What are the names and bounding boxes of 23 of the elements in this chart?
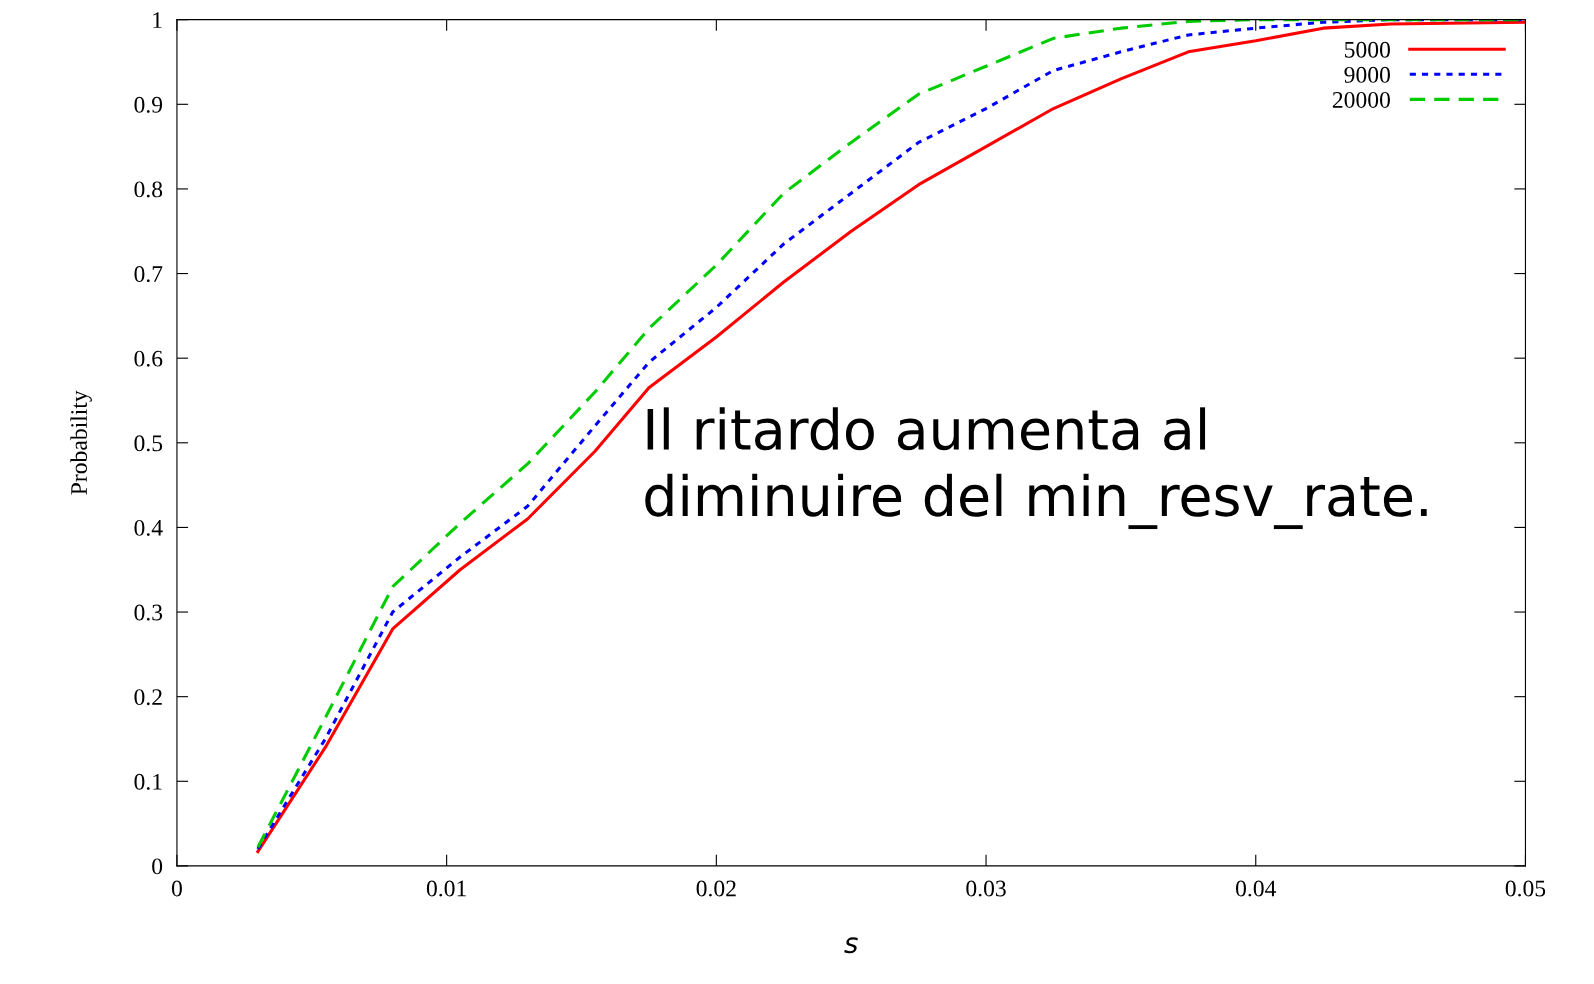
x-tick-label: 0.01 (426, 880, 466, 897)
x-tick-label: 0.02 (696, 880, 736, 897)
y-tick-label: 0.2 (134, 689, 162, 706)
annotation: Il ritardo aumenta al diminuire del min_resv_rate. (645, 407, 1427, 530)
y-tick-label: 0.7 (134, 266, 163, 283)
y-axis-title: Probability (70, 390, 92, 495)
y-tick-label: 0.9 (134, 96, 163, 113)
x-tick-label: 0.05 (1505, 880, 1546, 897)
x-axis-title: s (844, 937, 858, 954)
legend-label: 9000 (1344, 66, 1390, 83)
legend-label: 5000 (1345, 41, 1390, 58)
y-tick-label: 0.4 (134, 519, 163, 536)
y-tick-label: 1 (153, 12, 162, 28)
y-tick-label: 0.3 (134, 604, 163, 621)
y-tick-label: 0.5 (134, 435, 163, 452)
y-tick-label: 0.1 (134, 773, 162, 790)
x-tick-label: 0 (171, 880, 182, 897)
x-tick-label: 0.04 (1235, 880, 1277, 897)
legend-label: 20000 (1332, 91, 1390, 108)
y-tick-label: 0 (152, 858, 163, 875)
y-tick-label: 0.6 (134, 350, 163, 367)
y-tick-label: 0.8 (134, 181, 163, 198)
x-tick-label: 0.03 (966, 880, 1006, 897)
